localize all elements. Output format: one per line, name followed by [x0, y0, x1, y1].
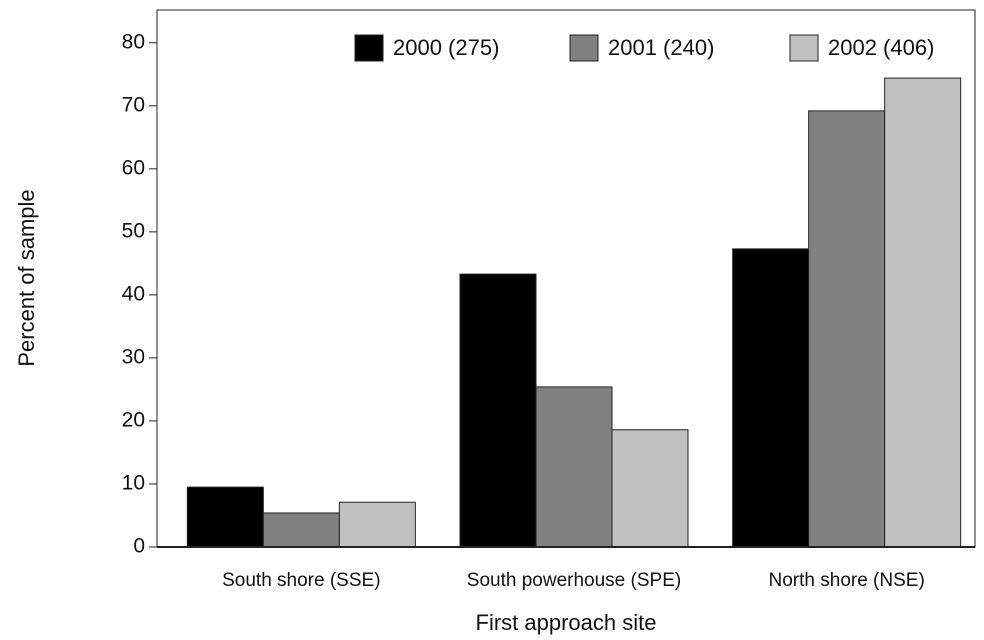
y-tick-label: 80 — [122, 30, 145, 53]
legend-swatch — [789, 34, 819, 62]
y-tick-label: 70 — [122, 93, 145, 116]
bar — [611, 429, 689, 548]
legend-label: 2000 (275) — [393, 35, 499, 60]
legend-label: 2002 (406) — [828, 35, 934, 60]
bar — [459, 273, 537, 548]
x-tick-label: South shore (SSE) — [222, 570, 380, 591]
bar — [338, 501, 416, 548]
y-tick-label: 30 — [122, 345, 145, 368]
y-tick-label: 50 — [122, 219, 145, 242]
x-axis-label: First approach site — [476, 610, 657, 635]
legend-swatch — [569, 34, 599, 62]
bar — [262, 512, 340, 548]
bar — [808, 110, 886, 548]
bar — [535, 386, 613, 548]
y-tick-label: 0 — [133, 535, 145, 558]
y-tick-label: 60 — [122, 156, 145, 179]
x-tick-label: North shore (NSE) — [769, 570, 925, 591]
bar — [732, 248, 810, 548]
y-tick-label: 20 — [122, 408, 145, 431]
legend-label: 2001 (240) — [608, 35, 714, 60]
bar — [186, 486, 264, 548]
x-tick-label: South powerhouse (SPE) — [467, 570, 681, 591]
y-axis-label: Percent of sample — [14, 189, 39, 366]
y-tick-label: 40 — [122, 282, 145, 305]
y-tick-label: 10 — [122, 472, 145, 495]
bar — [884, 77, 962, 548]
legend-swatch — [354, 34, 384, 62]
